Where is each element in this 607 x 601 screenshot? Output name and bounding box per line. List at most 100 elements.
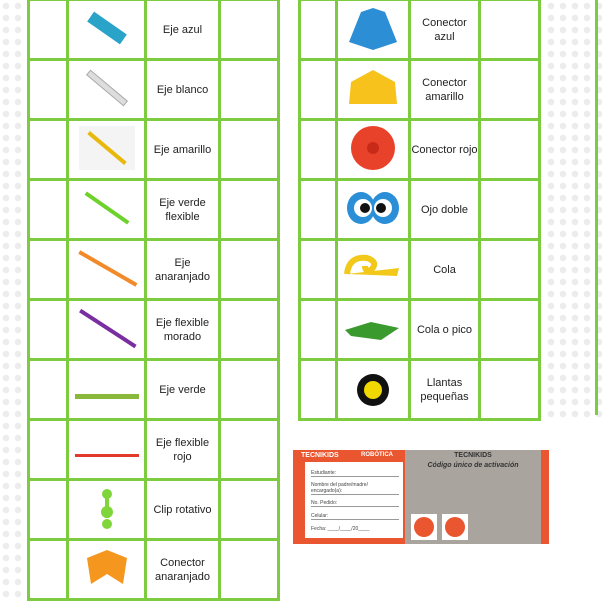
green-axle-icon xyxy=(70,393,141,399)
tail-icon xyxy=(344,254,399,276)
quantity-cell xyxy=(218,238,280,301)
blank-cell xyxy=(27,538,69,601)
quantity-cell xyxy=(218,478,280,541)
part-image-cell xyxy=(66,0,147,61)
table-row: Conector rojo xyxy=(298,118,541,181)
quantity-cell xyxy=(218,118,280,181)
table-row: Eje azul xyxy=(27,0,280,61)
quantity-cell xyxy=(478,238,541,301)
orange-axle-icon xyxy=(77,249,137,287)
part-name: Eje verde flexible xyxy=(144,178,221,241)
part-image-cell xyxy=(66,538,147,601)
table-row: Cola xyxy=(298,238,541,301)
part-name: Conector anaranjado xyxy=(144,538,221,601)
part-image-cell xyxy=(335,298,411,361)
part-name: Eje verde xyxy=(144,358,221,421)
yellow-axle-icon xyxy=(78,125,135,170)
quantity-cell xyxy=(478,58,541,121)
rotating-clip-icon xyxy=(100,488,113,529)
table-row: Conector azul xyxy=(298,0,541,61)
part-name: Conector azul xyxy=(408,0,481,61)
field-phone: Celular: xyxy=(311,513,399,520)
table-row: Conector amarillo xyxy=(298,58,541,121)
quantity-cell xyxy=(218,178,280,241)
table-row: Eje amarillo xyxy=(27,118,280,181)
blank-cell xyxy=(27,358,69,421)
activation-card: TECNIKIDS ROBÓTICA Estudiante: Nombre de… xyxy=(293,450,549,544)
table-row: Eje blanco xyxy=(27,58,280,121)
blank-cell xyxy=(298,0,338,61)
yellow-connector-icon xyxy=(349,69,397,104)
quantity-cell xyxy=(218,298,280,361)
part-image-cell xyxy=(66,178,147,241)
part-name: Conector amarillo xyxy=(408,58,481,121)
table-row: Clip rotativo xyxy=(27,478,280,541)
quantity-cell xyxy=(478,178,541,241)
right-parts-table: Conector azul Conector amarillo Conector… xyxy=(298,0,541,421)
quantity-cell xyxy=(218,538,280,601)
part-image-cell xyxy=(335,358,411,421)
card-code-panel: TECNIKIDS Código único de activación xyxy=(405,450,541,544)
card-side-strip xyxy=(541,450,549,544)
beak-icon xyxy=(345,321,399,340)
green-flexible-axle-icon xyxy=(84,190,129,225)
blank-cell xyxy=(27,298,69,361)
blank-cell xyxy=(27,418,69,481)
card-left: TECNIKIDS ROBÓTICA Estudiante: Nombre de… xyxy=(293,450,405,544)
blank-cell xyxy=(27,0,69,61)
part-name: Cola o pico xyxy=(408,298,481,361)
card-brand-2: TECNIKIDS xyxy=(454,452,492,459)
quantity-cell xyxy=(218,0,280,61)
part-name: Ojo doble xyxy=(408,178,481,241)
qr-code-icon xyxy=(442,514,468,540)
small-wheels-icon xyxy=(357,373,389,406)
part-name: Conector rojo xyxy=(408,118,481,181)
blank-cell xyxy=(27,478,69,541)
blue-axle-icon xyxy=(86,11,127,44)
part-image-cell xyxy=(66,358,147,421)
blank-cell xyxy=(298,358,338,421)
blue-connector-icon xyxy=(349,7,397,50)
red-flexible-axle-icon xyxy=(72,453,143,457)
field-date: Fecha: ____/____/20____ xyxy=(311,526,370,532)
card-brand: TECNIKIDS xyxy=(301,452,339,459)
quantity-cell xyxy=(218,58,280,121)
part-name: Eje anaranjado xyxy=(144,238,221,301)
quantity-cell xyxy=(218,418,280,481)
part-name: Eje flexible rojo xyxy=(144,418,221,481)
part-name: Eje blanco xyxy=(144,58,221,121)
part-name: Eje amarillo xyxy=(144,118,221,181)
table-row: Eje verde flexible xyxy=(27,178,280,241)
table-row: Conector anaranjado xyxy=(27,538,280,601)
orange-connector-icon xyxy=(86,549,127,584)
table-row: Eje verde xyxy=(27,358,280,421)
part-image-cell xyxy=(335,178,411,241)
background-dots xyxy=(0,0,26,600)
blank-cell xyxy=(298,118,338,181)
quantity-cell xyxy=(478,298,541,361)
part-name: Llantas pequeñas xyxy=(408,358,481,421)
table-row: Ojo doble xyxy=(298,178,541,241)
divider xyxy=(595,0,598,415)
table-row: Eje flexible morado xyxy=(27,298,280,361)
part-image-cell xyxy=(335,0,411,61)
part-image-cell xyxy=(335,58,411,121)
quantity-cell xyxy=(478,0,541,61)
part-name: Eje azul xyxy=(144,0,221,61)
card-subject: ROBÓTICA xyxy=(361,452,393,458)
part-image-cell xyxy=(335,118,411,181)
blank-cell xyxy=(27,178,69,241)
field-order: No. Pedido: xyxy=(311,500,399,507)
white-axle-icon xyxy=(85,69,128,106)
blank-cell xyxy=(298,58,338,121)
part-name: Clip rotativo xyxy=(144,478,221,541)
blank-cell xyxy=(298,238,338,301)
part-image-cell xyxy=(66,118,147,181)
purple-flexible-axle-icon xyxy=(78,308,137,348)
blank-cell xyxy=(27,118,69,181)
part-image-cell xyxy=(66,238,147,301)
field-parent: Nombre del padre/madre/ encargado(a): xyxy=(311,482,399,495)
part-image-cell xyxy=(335,238,411,301)
part-name: Eje flexible morado xyxy=(144,298,221,361)
table-row: Eje flexible rojo xyxy=(27,418,280,481)
